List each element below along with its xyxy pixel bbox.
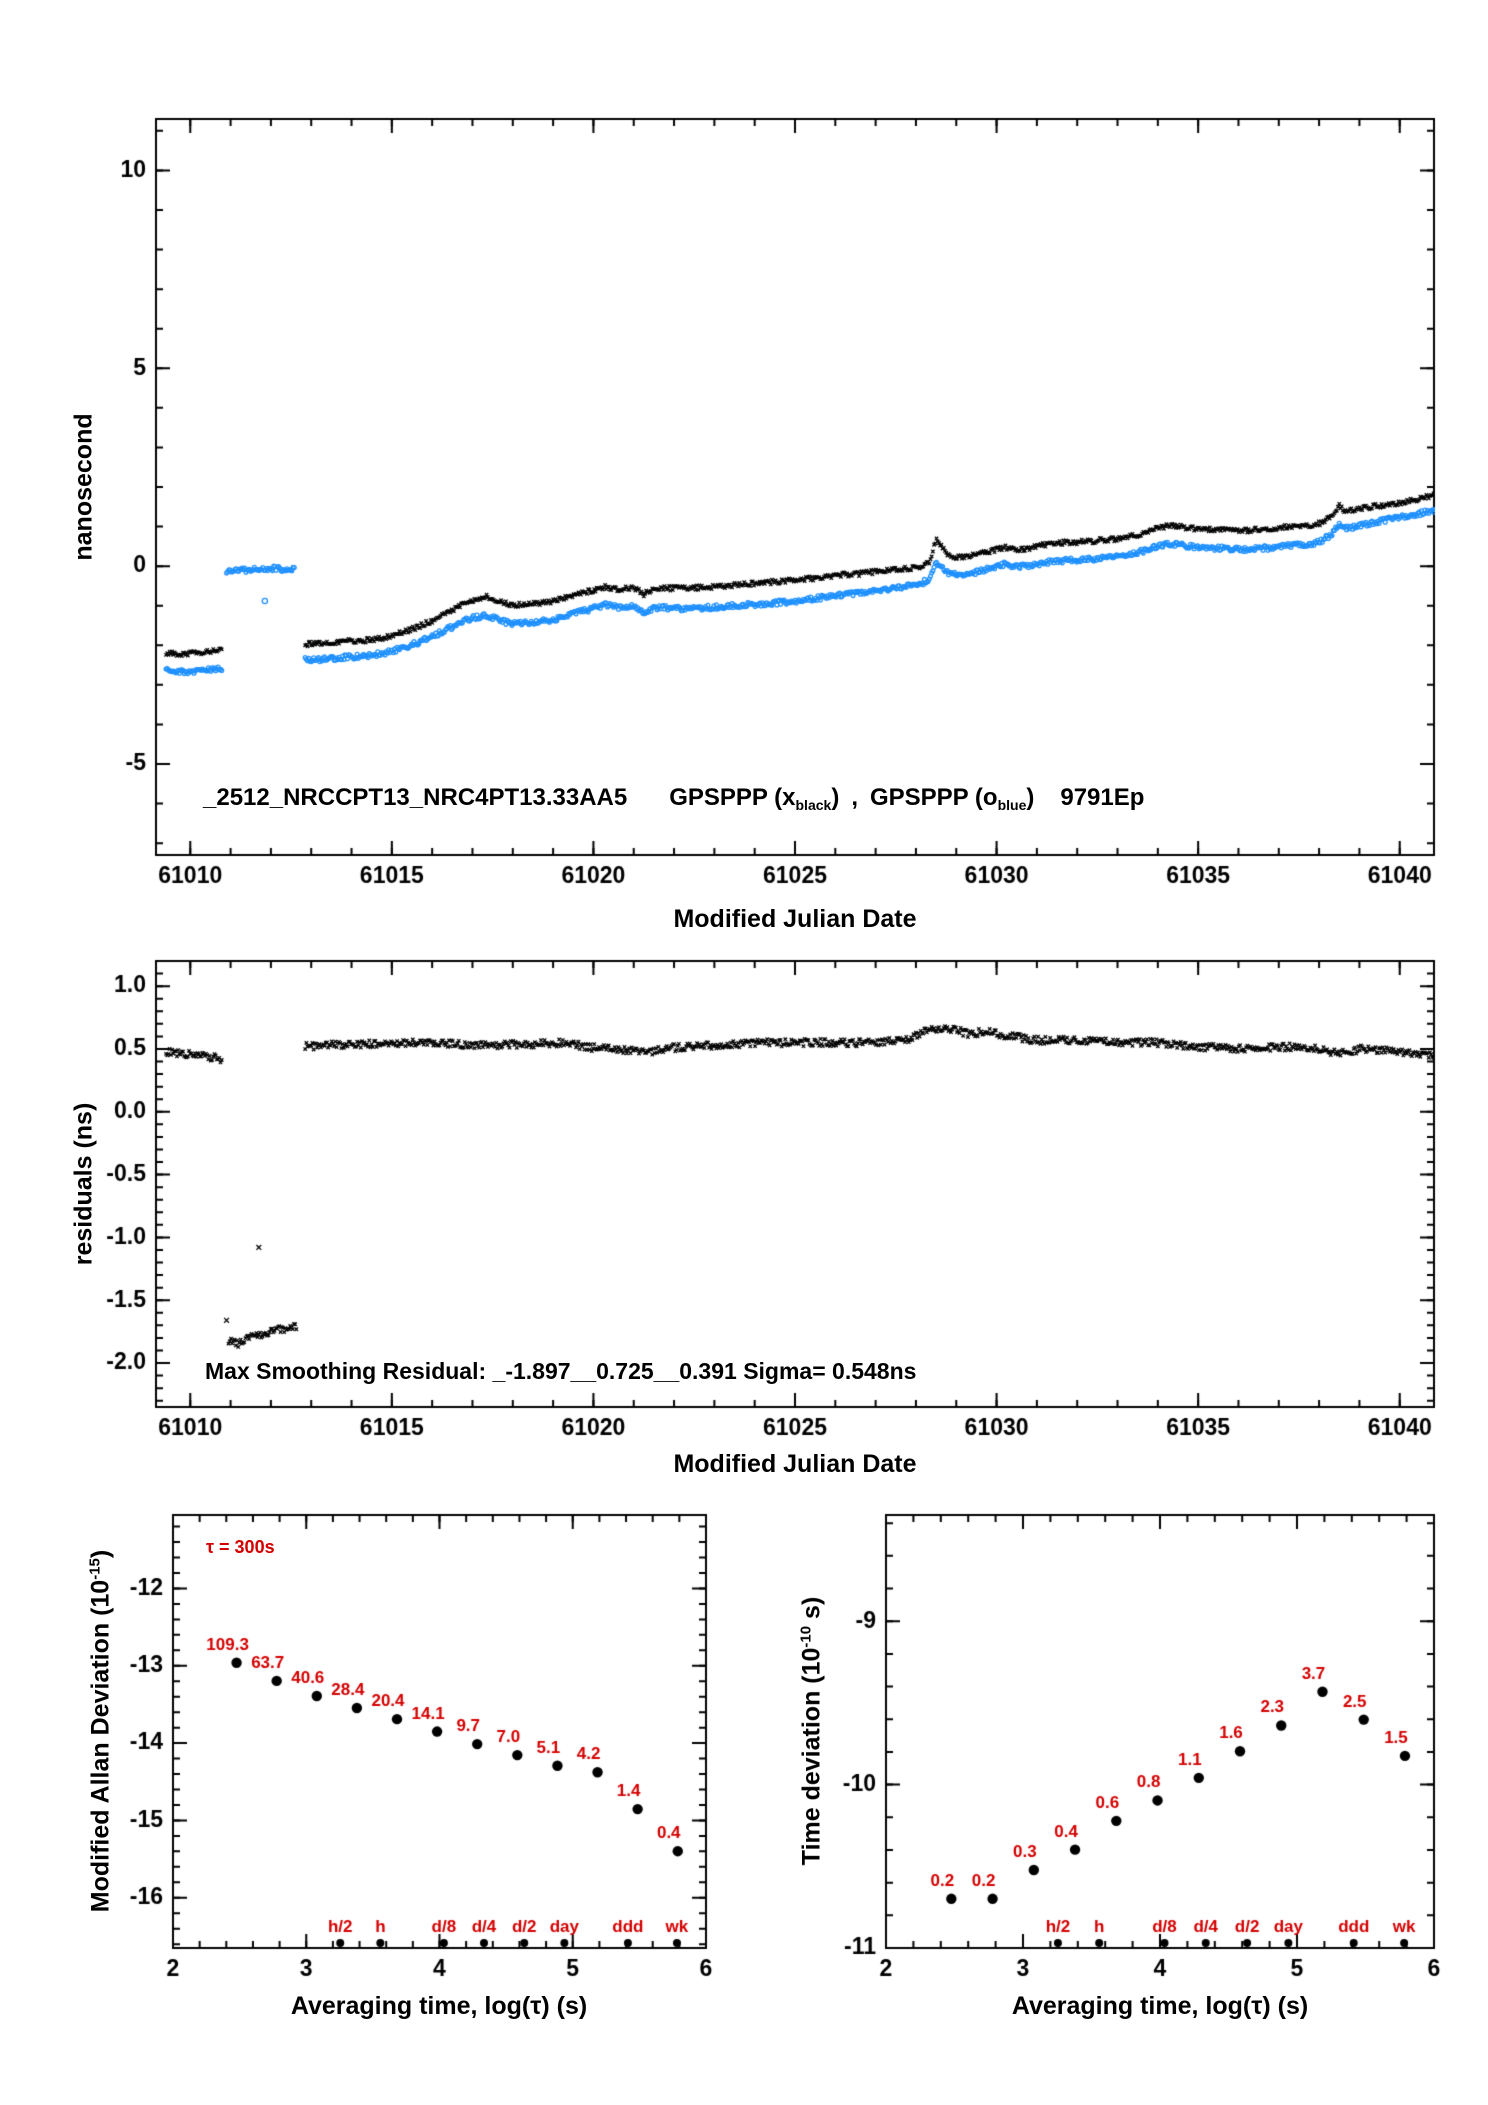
residuals-annotation-text: Max Smoothing Residual: _-1.897__0.725__…	[205, 1358, 917, 1384]
tdev-x-axis-title-text: Averaging time, log(τ) (s)	[1011, 1992, 1309, 2020]
tdev-y-axis-title-post: s)	[797, 1596, 826, 1626]
residuals-y-axis-title: residuals (ns)	[70, 1103, 99, 1266]
tdev-y-axis-title: Time deviation (10-10 s)	[798, 1597, 827, 1866]
series2-label: GPSPPP (o	[869, 784, 998, 811]
phase-x-axis-title: Modified Julian Date	[673, 905, 916, 934]
series1-label: GPSPPP (x	[669, 784, 796, 811]
tau-annotation-text: τ = 300s	[206, 1537, 275, 1557]
series-separator: ,	[851, 784, 858, 811]
tdev-x-axis-title: Averaging time, log(τ) (s)	[1012, 1992, 1308, 2021]
receiver-code: 9791Ep	[1060, 784, 1145, 811]
series1-label-close: )	[831, 784, 840, 811]
series1-marker-color: black	[795, 797, 832, 813]
series2-label-close: )	[1026, 784, 1035, 811]
residuals-y-axis-title-text: residuals (ns)	[69, 1102, 98, 1266]
residuals-x-axis-title: Modified Julian Date	[673, 1450, 916, 1479]
series2-marker-color: blue	[997, 797, 1027, 813]
mdev-y-axis-title: Modified Allan Deviation (10-15)	[87, 1550, 116, 1912]
phase-x-axis-title-text: Modified Julian Date	[673, 905, 917, 933]
phase-plot-title: _2512_NRCCPT13_NRC4PT13.33AA5 GPSPPP (xbl…	[203, 784, 1144, 813]
phase-y-axis-title-text: nanosecond	[69, 413, 98, 561]
tdev-y-axis-title-pre: Time deviation (10	[797, 1647, 826, 1866]
phase-y-axis-title: nanosecond	[70, 413, 99, 560]
residuals-x-axis-title-text: Modified Julian Date	[673, 1450, 917, 1478]
mdev-y-axis-title-exponent: -15	[86, 1558, 104, 1580]
dataset-name: _2512_NRCCPT13_NRC4PT13.33AA5	[203, 784, 628, 811]
residuals-annotation: Max Smoothing Residual: _-1.897__0.725__…	[205, 1358, 916, 1385]
tdev-y-axis-title-exponent: -10	[797, 1625, 815, 1648]
tau-annotation: τ = 300s	[206, 1537, 275, 1558]
mdev-x-axis-title: Averaging time, log(τ) (s)	[291, 1992, 587, 2021]
mdev-x-axis-title-text: Averaging time, log(τ) (s)	[290, 1992, 588, 2020]
mdev-y-axis-title-pre: Modified Allan Deviation (10	[86, 1579, 115, 1913]
mdev-y-axis-title-post: )	[86, 1549, 115, 1559]
